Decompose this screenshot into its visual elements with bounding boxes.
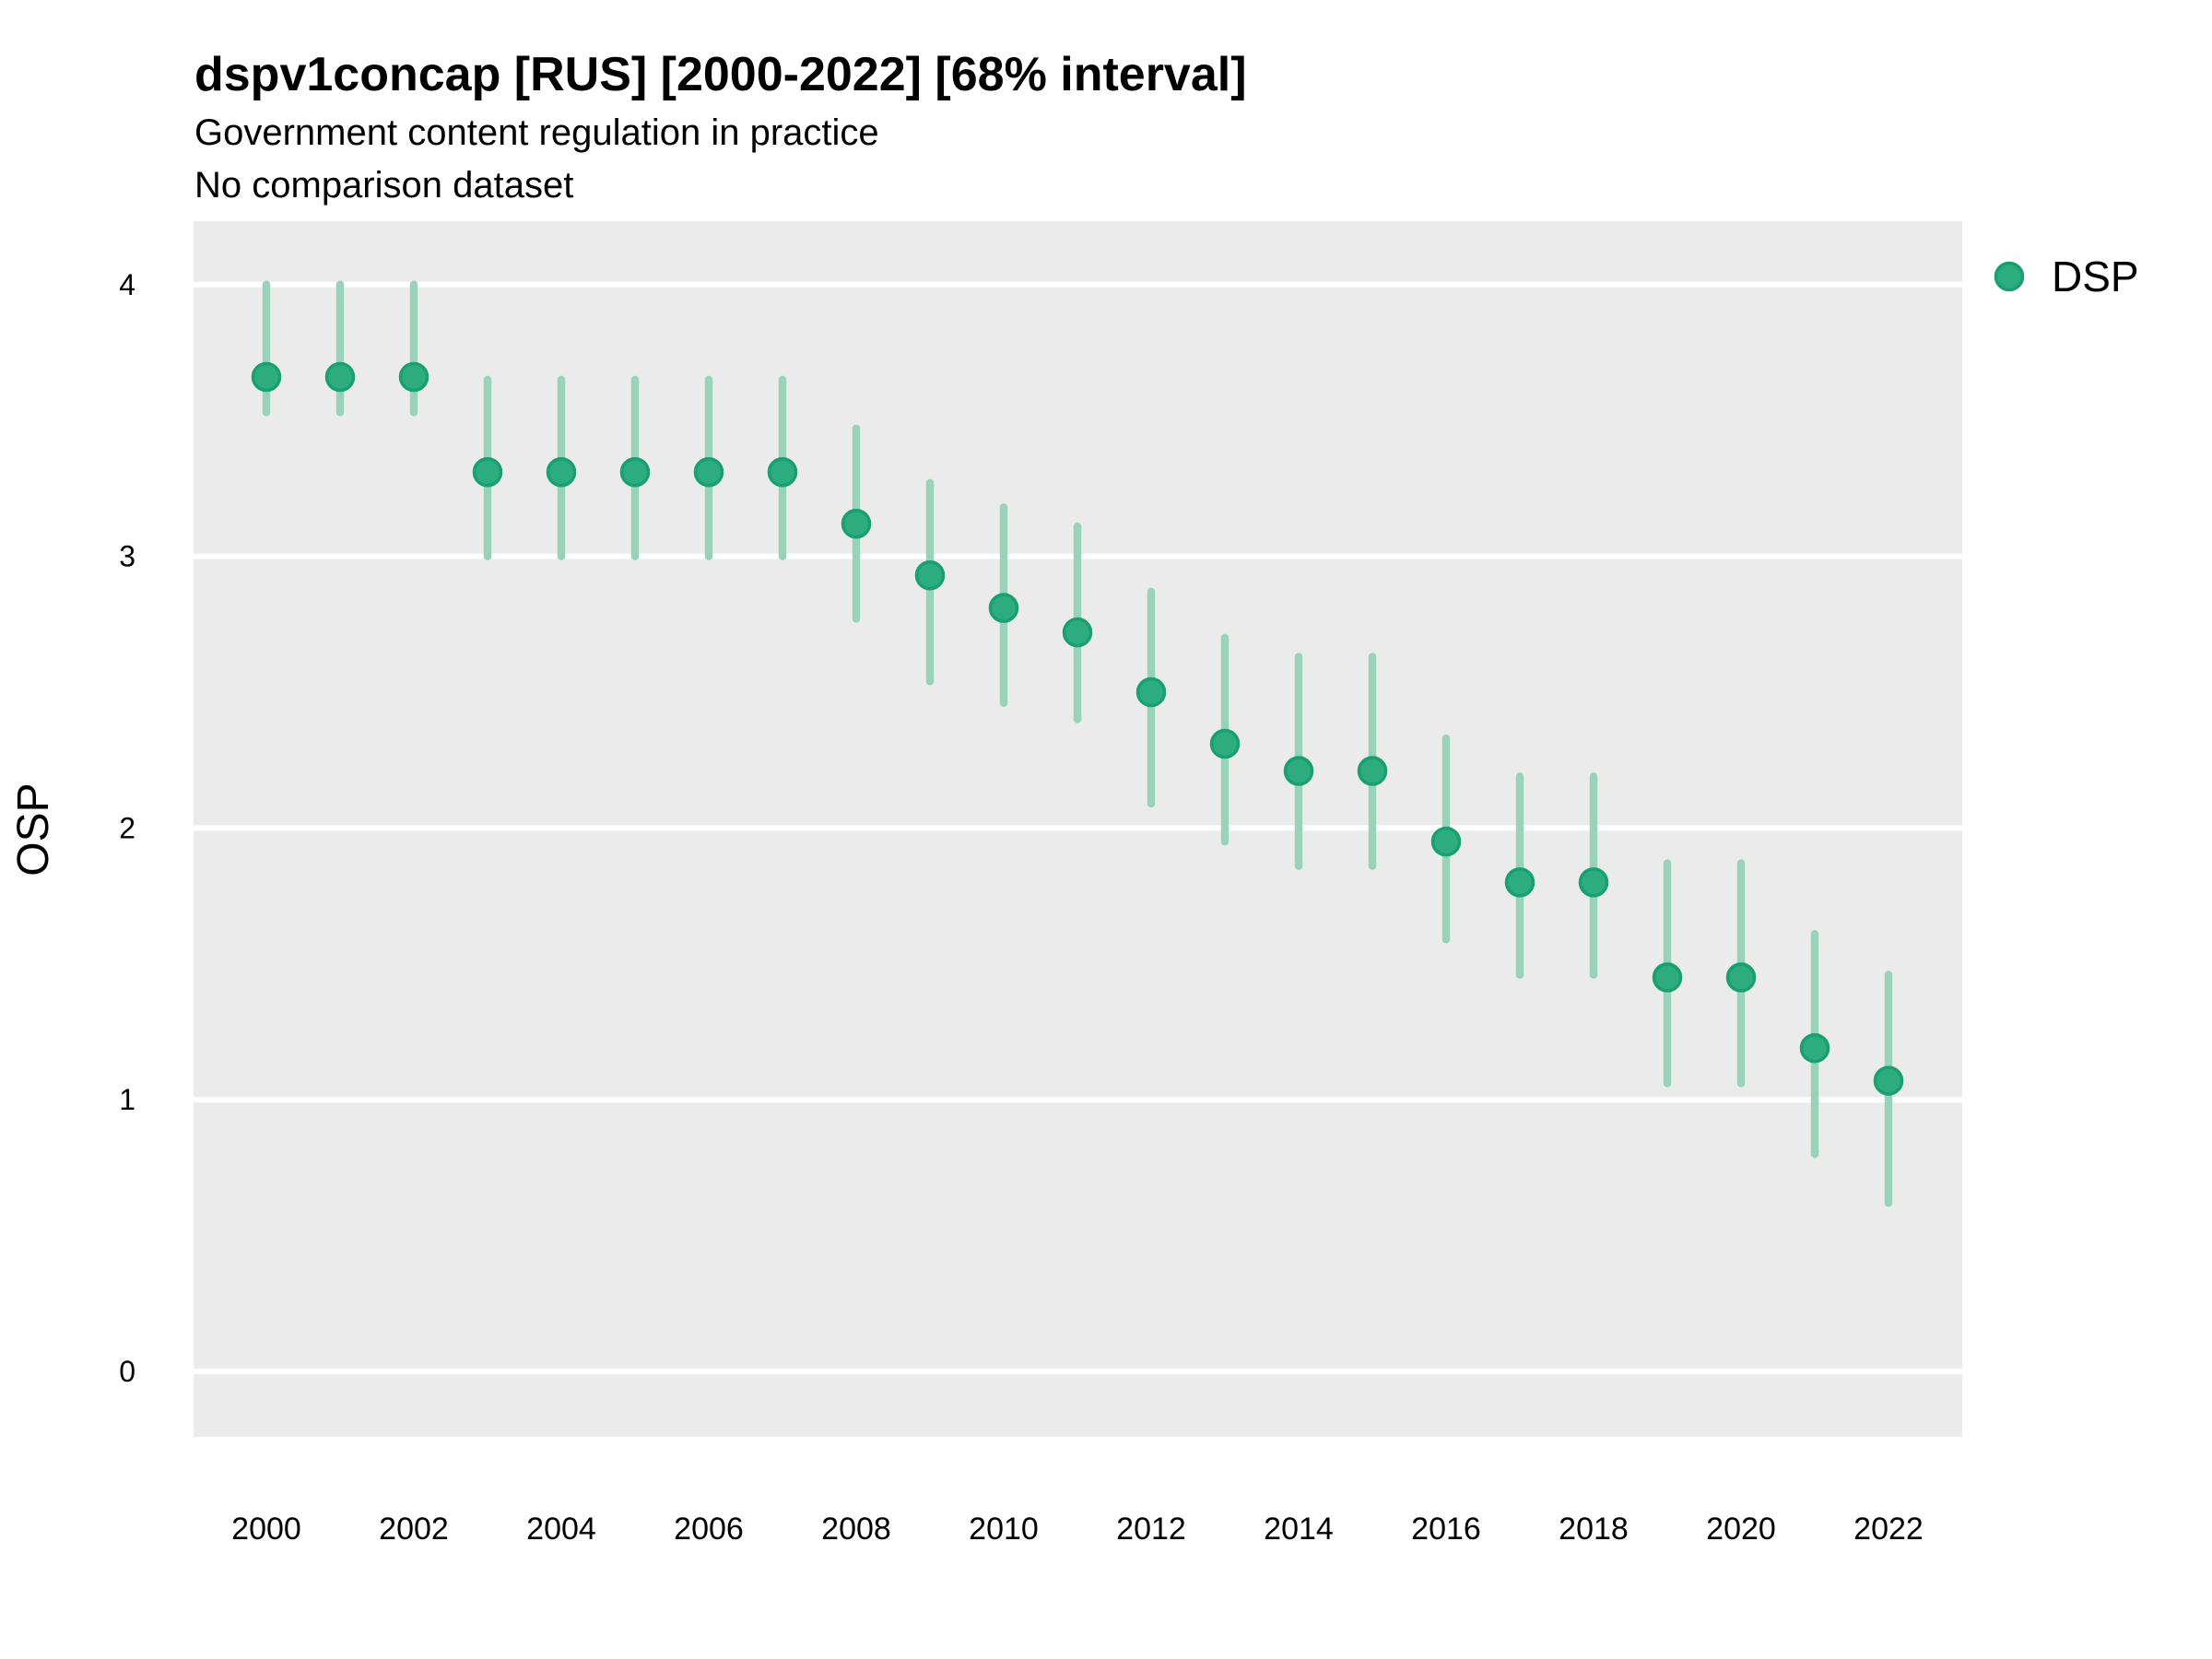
y-tick-label-1: 1 [119, 1083, 135, 1116]
x-tick-label-2016: 2016 [1411, 1512, 1481, 1547]
y-axis-tick-labels: 0 1 2 3 4 [119, 268, 135, 1388]
data-point-2018 [1578, 867, 1609, 898]
data-point-2013 [1209, 728, 1241, 759]
data-point-2004 [546, 456, 577, 488]
y-tick-label-4: 4 [119, 268, 135, 301]
data-point-2021 [1799, 1032, 1830, 1064]
x-tick-label-2012: 2012 [1116, 1512, 1186, 1547]
x-tick-label-2002: 2002 [379, 1512, 449, 1547]
x-tick-label-2000: 2000 [231, 1512, 301, 1547]
x-tick-label-2022: 2022 [1853, 1512, 1924, 1547]
plot-subtitle-line1: Government content regulation in practic… [194, 112, 879, 153]
legend-dsp-dot-icon [1994, 261, 2025, 292]
x-tick-label-2018: 2018 [1559, 1512, 1629, 1547]
legend-dsp-label: DSP [2052, 253, 2139, 300]
data-point-2015 [1357, 756, 1388, 786]
data-point-2010 [988, 593, 1019, 623]
y-tick-label-3: 3 [119, 540, 135, 573]
data-point-2017 [1504, 867, 1535, 898]
data-point-2006 [693, 456, 724, 488]
data-point-2019 [1652, 962, 1683, 993]
data-point-2008 [841, 508, 872, 539]
data-point-2020 [1725, 962, 1757, 993]
x-axis-tick-labels: 2000 2002 2004 2006 2008 2010 2012 2014 2016 2018… [231, 1512, 1924, 1547]
data-point-2022 [1873, 1065, 1904, 1096]
data-points-group [251, 361, 1904, 1096]
x-tick-label-2014: 2014 [1264, 1512, 1334, 1547]
data-point-2016 [1430, 826, 1462, 857]
x-tick-label-2004: 2004 [526, 1512, 596, 1547]
x-tick-label-2020: 2020 [1706, 1512, 1776, 1547]
data-point-2012 [1135, 677, 1167, 708]
y-axis-title: OSP [9, 782, 58, 876]
data-point-2007 [767, 456, 798, 488]
data-point-2002 [398, 361, 429, 393]
y-tick-label-0: 0 [119, 1355, 135, 1388]
plot-title: dspv1concap [RUS] [2000-2022] [68% inter… [194, 48, 1247, 101]
data-point-2011 [1062, 617, 1093, 648]
data-point-2009 [914, 559, 946, 591]
plot-subtitle-line2: No comparison dataset [194, 165, 573, 206]
data-point-2001 [324, 361, 356, 393]
data-point-2000 [251, 361, 282, 393]
legend: DSP [1994, 253, 2139, 300]
x-tick-label-2010: 2010 [969, 1512, 1039, 1547]
data-point-2003 [472, 456, 503, 488]
y-tick-label-2: 2 [119, 811, 135, 844]
x-tick-label-2008: 2008 [821, 1512, 891, 1547]
x-tick-label-2006: 2006 [674, 1512, 744, 1547]
data-point-2005 [619, 456, 651, 488]
data-point-2014 [1283, 756, 1314, 786]
